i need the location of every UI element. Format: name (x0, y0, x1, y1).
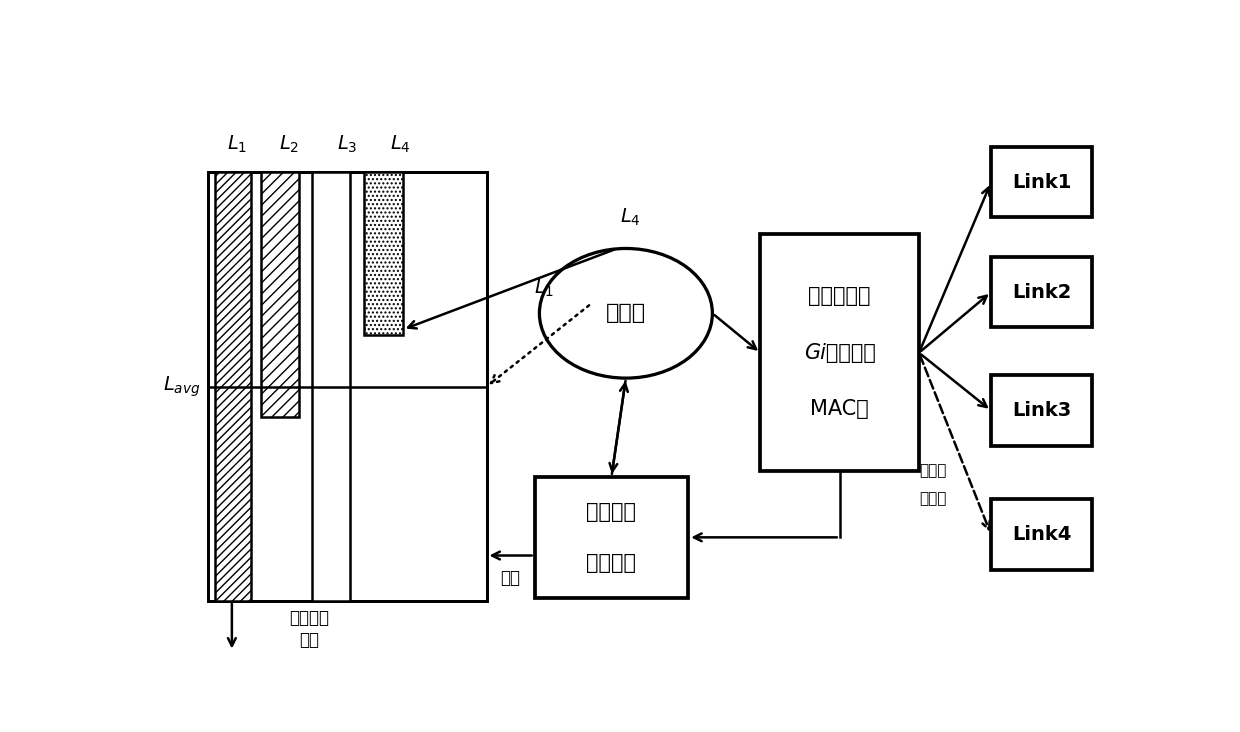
Text: $L_1$: $L_1$ (534, 277, 554, 299)
Bar (991, 499, 1092, 569)
Text: 发错误: 发错误 (920, 490, 947, 506)
Text: $L_2$: $L_2$ (279, 133, 300, 155)
Text: 调度器: 调度器 (606, 303, 646, 324)
Bar (215, 172, 250, 601)
Text: $L_4$: $L_4$ (620, 207, 641, 228)
Bar (991, 147, 1092, 217)
Text: $L_1$: $L_1$ (227, 133, 247, 155)
Text: 监测模块: 监测模块 (587, 553, 636, 572)
Bar (760, 234, 919, 471)
Bar (365, 173, 403, 335)
Bar (991, 376, 1092, 446)
Bar (991, 257, 1092, 327)
Bar (260, 172, 299, 417)
Text: 超出部分: 超出部分 (289, 609, 329, 627)
Text: 丢包: 丢包 (299, 631, 319, 649)
Text: 数据包连同: 数据包连同 (808, 286, 870, 307)
Text: $L_3$: $L_3$ (337, 133, 357, 155)
Ellipse shape (539, 248, 712, 378)
Text: $L_{avg}$: $L_{avg}$ (164, 374, 201, 399)
Text: 钉路状态: 钉路状态 (587, 502, 636, 522)
Bar (534, 477, 688, 598)
Text: Link3: Link3 (1012, 401, 1071, 420)
Text: Gi一起复制: Gi一起复制 (804, 343, 875, 363)
Bar (208, 172, 486, 601)
Text: Link4: Link4 (1012, 525, 1071, 544)
Text: Link1: Link1 (1012, 173, 1071, 192)
Text: $L_4$: $L_4$ (389, 133, 410, 155)
Text: Link2: Link2 (1012, 283, 1071, 302)
Text: MAC层: MAC层 (810, 399, 869, 419)
Bar (311, 172, 350, 601)
Text: 信道突: 信道突 (920, 463, 947, 479)
Text: 反馈: 反馈 (501, 569, 521, 587)
